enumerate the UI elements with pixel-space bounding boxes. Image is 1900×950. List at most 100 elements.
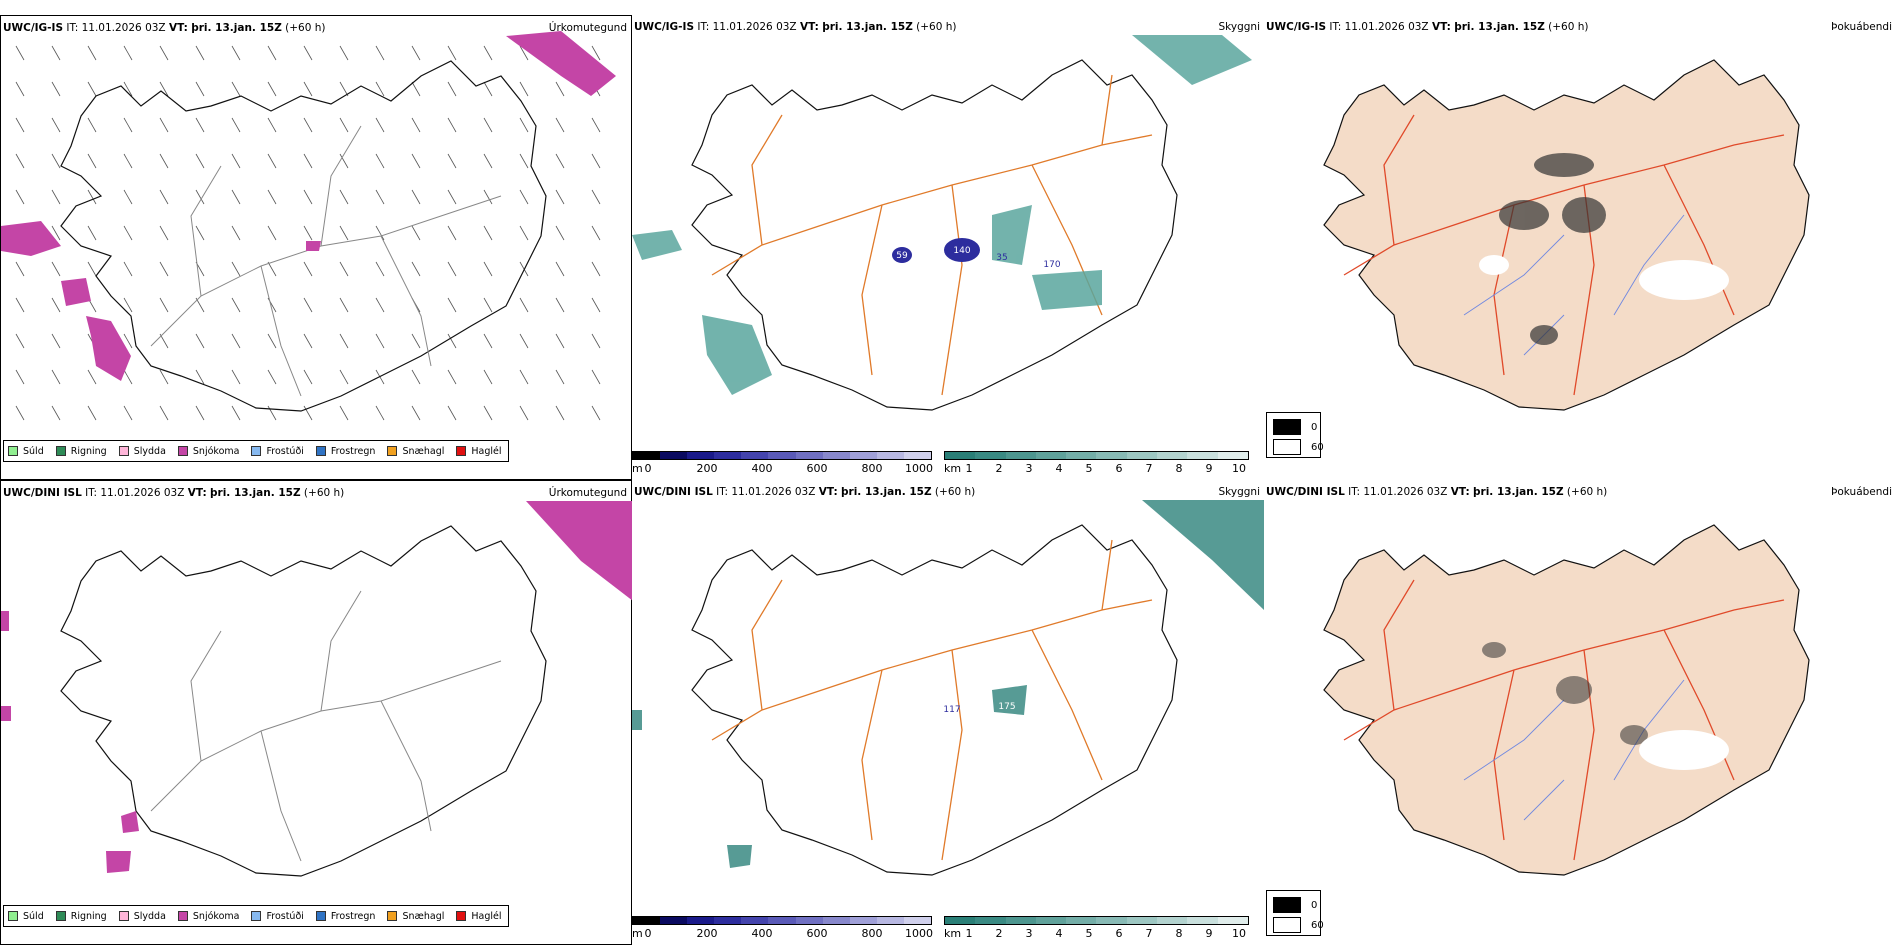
wind-barb <box>159 297 169 313</box>
wind-barb <box>303 261 313 277</box>
wind-barb <box>195 117 205 133</box>
vis-tick: 2 <box>995 462 1003 475</box>
height-colorbar: m 0 200 400 600 800 1000 <box>632 451 940 479</box>
wind-barb <box>591 153 601 169</box>
wind-barb <box>519 225 529 241</box>
panel-header: UWC/DINI ISL IT: 11.01.2026 03Z VT: þri.… <box>1266 486 1608 498</box>
wind-barb <box>411 369 421 385</box>
vis-tick: 2 <box>995 927 1003 940</box>
fog-legend-row2: 0 60 <box>1266 890 1324 936</box>
wind-barb <box>411 189 421 205</box>
legend-item-frostudi: Frostúði <box>251 446 304 457</box>
wind-barb <box>411 117 421 133</box>
wind-barb <box>519 297 529 313</box>
wind-barb <box>375 333 385 349</box>
legend-item-hagel: Haglél <box>456 446 502 457</box>
wind-barb <box>447 369 457 385</box>
wind-barb <box>123 369 133 385</box>
panel-header: UWC/DINI ISL IT: 11.01.2026 03Z VT: þri.… <box>3 487 345 499</box>
legend-swatch <box>118 446 129 456</box>
fog-map <box>1323 524 1810 876</box>
legend-swatch <box>315 446 326 456</box>
wind-barb <box>591 225 601 241</box>
legend-item-frostregn: Frostregn <box>315 911 375 922</box>
wind-barb <box>159 189 169 205</box>
legend-swatch <box>456 446 467 456</box>
wind-barb <box>231 45 241 61</box>
height-tick: 0 <box>644 927 652 940</box>
legend-swatch <box>315 911 326 921</box>
wind-barb <box>339 297 349 313</box>
wind-barb <box>51 261 61 277</box>
wind-barb <box>303 117 313 133</box>
precip-type-panel-row2: UWC/DINI ISL IT: 11.01.2026 03Z VT: þri.… <box>0 480 633 945</box>
wind-barb <box>447 261 457 277</box>
vis-tick: 3 <box>1025 462 1033 475</box>
wind-barb <box>411 333 421 349</box>
wind-barb <box>483 153 493 169</box>
wind-barb <box>375 153 385 169</box>
legend-swatch <box>8 911 18 921</box>
wind-barb <box>483 189 493 205</box>
wind-barb <box>411 405 421 421</box>
wind-barb <box>447 333 457 349</box>
wind-barb <box>159 405 169 421</box>
wind-barb <box>591 189 601 205</box>
wind-barb <box>339 333 349 349</box>
vis-tick: 10 <box>1232 927 1246 940</box>
wind-barb <box>267 405 277 421</box>
wind-barb <box>483 117 493 133</box>
wind-barb <box>15 333 25 349</box>
wind-barb <box>231 405 241 421</box>
fog-legend-item: 60 <box>1273 439 1324 455</box>
wind-barb <box>447 297 457 313</box>
panel-title: Þokuábendi <box>1831 21 1892 33</box>
wind-barb <box>483 297 493 313</box>
wind-barb <box>375 189 385 205</box>
wind-barb <box>51 117 61 133</box>
visibility-colorbar-strip <box>944 916 1249 925</box>
wind-barb <box>519 189 529 205</box>
wind-barb <box>375 297 385 313</box>
vis-tick: 5 <box>1085 462 1093 475</box>
wind-barb <box>339 153 349 169</box>
wind-barb <box>231 225 241 241</box>
visibility-unit: km <box>944 462 962 475</box>
wind-barb <box>447 405 457 421</box>
wind-barb <box>51 405 61 421</box>
wind-barb <box>411 261 421 277</box>
height-label-5: 170 <box>1043 260 1060 270</box>
wind-barb <box>519 369 529 385</box>
wind-barb <box>231 117 241 133</box>
wind-barb <box>591 333 601 349</box>
wind-barb <box>15 45 25 61</box>
panel-header: UWC/IG-IS IT: 11.01.2026 03Z VT: þri. 13… <box>1266 21 1589 33</box>
wind-barb <box>231 189 241 205</box>
wind-barb <box>87 405 97 421</box>
roads <box>711 539 1153 861</box>
wind-barb <box>303 405 313 421</box>
visibility-colorbar: km 1 2 3 4 5 6 7 8 9 10 <box>944 451 1262 479</box>
wind-barb <box>123 153 133 169</box>
wind-barb <box>195 333 205 349</box>
wind-barb <box>51 153 61 169</box>
panel-header: UWC/IG-IS IT: 11.01.2026 03Z VT: þri. 13… <box>634 21 957 33</box>
wind-barb <box>267 81 277 97</box>
legend-item-rigning: Rigning <box>55 911 107 922</box>
wind-barb <box>555 153 565 169</box>
vis-tick: 5 <box>1085 927 1093 940</box>
precip-type-legend: Súld Rigning Slydda Snjókoma Frostúði Fr… <box>3 440 509 462</box>
wind-barb <box>123 225 133 241</box>
wind-barb <box>447 45 457 61</box>
vis-tick: 6 <box>1115 927 1123 940</box>
wind-barb <box>519 117 529 133</box>
precip-type-legend: Súld Rigning Slydda Snjókoma Frostúði Fr… <box>3 905 509 927</box>
wind-barb <box>555 189 565 205</box>
wind-barb <box>123 261 133 277</box>
wind-barb <box>159 153 169 169</box>
vis-tick: 7 <box>1145 927 1153 940</box>
wind-barb <box>195 405 205 421</box>
fog-legend-item: 0 <box>1273 419 1317 435</box>
height-tick: 0 <box>644 462 652 475</box>
wind-barb <box>123 405 133 421</box>
